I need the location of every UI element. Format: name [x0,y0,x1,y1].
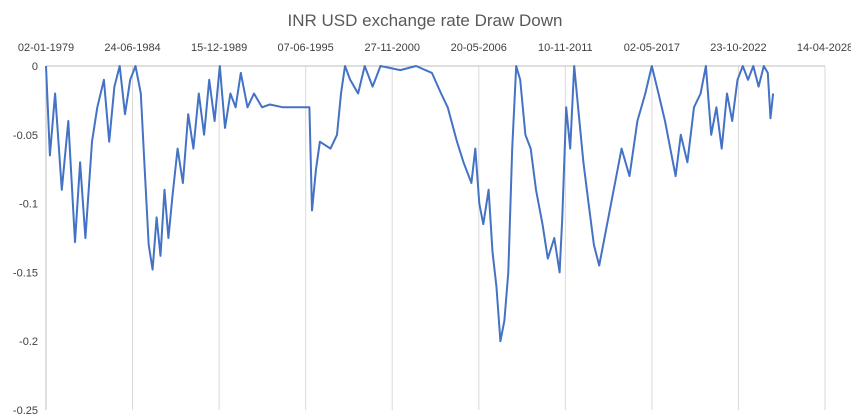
x-tick-label: 07-06-1995 [278,42,334,54]
series-line [45,65,775,343]
x-tick-label: 24-06-1984 [104,42,160,54]
x-tick-label: 20-05-2006 [451,42,507,54]
y-tick-label: 0 [32,61,38,73]
y-tick-label: -0.05 [13,130,38,142]
y-tick-label: -0.1 [19,199,38,211]
x-tick-label: 14-04-2028 [797,42,851,54]
chart-title: INR USD exchange rate Draw Down [288,11,563,30]
x-tick-label: 27-11-2000 [364,42,419,54]
x-tick-label: 02-01-1979 [18,42,74,54]
y-tick-label: -0.2 [19,336,38,348]
y-tick-label: -0.15 [13,267,38,279]
x-tick-label: 02-05-2017 [624,42,680,54]
series-layer [45,65,775,343]
x-tick-label: 23-10-2022 [710,42,766,54]
x-axis: 02-01-1979 24-06-1984 15-12-1989 07-06-1995… [18,42,851,67]
x-tick-label: 10-11-2011 [538,42,593,54]
y-tick-label: -0.25 [13,405,38,417]
x-tick-label: 15-12-1989 [191,42,247,54]
y-axis: 0 -0.05 -0.1 -0.15 -0.2 -0.25 [13,61,47,417]
